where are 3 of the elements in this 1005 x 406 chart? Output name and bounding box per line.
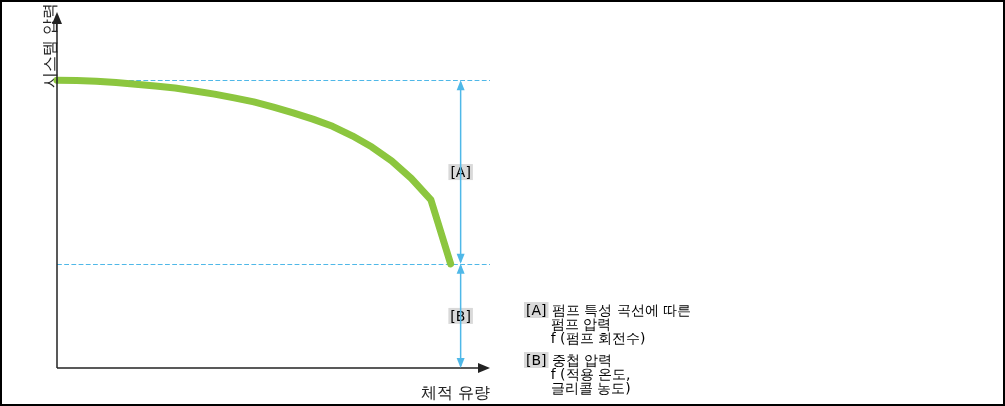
- text: [A] 펌프 특성 곡선에 따른 펌프 압력 f (펌프 회전수): [524, 302, 692, 346]
- text: [B] 중첩 압력 f (적용 온도, 글리콜 농도): [524, 352, 631, 396]
- x-axis-title: 체적 유량: [420, 382, 490, 402]
